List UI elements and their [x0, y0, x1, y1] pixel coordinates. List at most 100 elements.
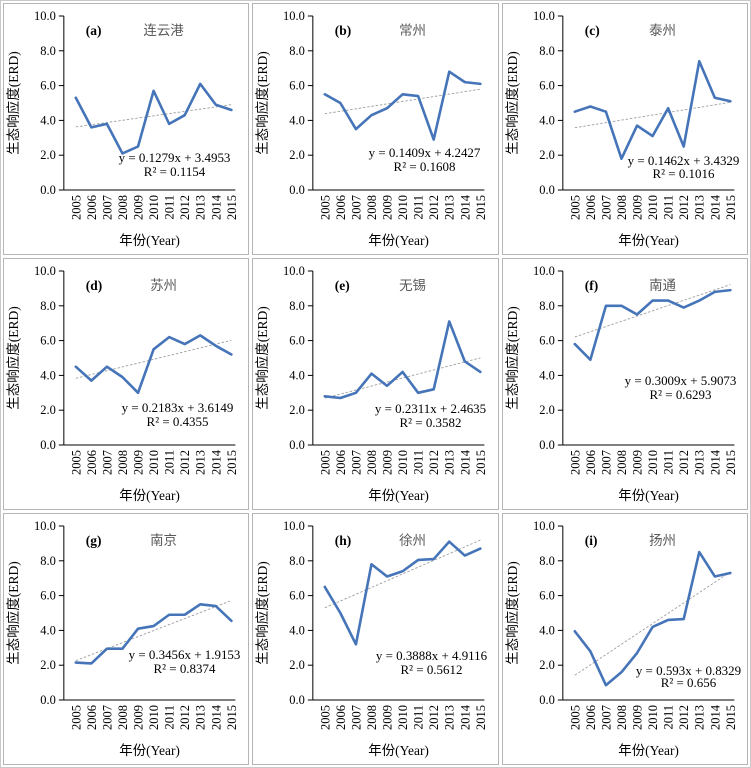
panel-label: (g)	[86, 533, 102, 548]
chart-panel: 0.0 2.0 4.0 6.0 8.0 10.0 2005 2006 2007 2008 2009 2…	[252, 258, 499, 510]
y-axis-title: 生态响应度(ERD)	[504, 306, 520, 409]
trend-line	[574, 571, 731, 676]
series-line	[573, 59, 732, 160]
x-tick-label: 2006	[85, 705, 99, 730]
chart-panel: 0.0 2.0 4.0 6.0 8.0 10.0 2005 2006 2007 2008 2009 2…	[501, 3, 748, 255]
chart-panel: 0.0 2.0 4.0 6.0 8.0 10.0 2005 2006 2007 2008 2009 2…	[252, 3, 499, 255]
x-tick-label: 2011	[661, 195, 675, 220]
y-tick-label: 6.0	[40, 79, 56, 93]
y-tick-label: 8.0	[539, 554, 555, 568]
panel-label: (f)	[584, 278, 597, 293]
x-tick-label: 2008	[365, 195, 379, 220]
y-tick-label: 6.0	[290, 334, 306, 348]
x-tick-label: 2005	[319, 705, 333, 730]
panel-label: (d)	[86, 278, 102, 293]
series-line	[573, 550, 732, 687]
x-tick-label: 2010	[147, 195, 161, 220]
x-tick-label: 2006	[334, 195, 348, 220]
y-tick-label: 0.0	[539, 183, 555, 197]
y-tick-label: 10.0	[34, 264, 56, 278]
x-tick-label: 2013	[194, 450, 208, 475]
city-title: 南京	[150, 533, 177, 548]
x-tick-label: 2014	[708, 704, 722, 730]
equation-label: y = 0.3009x + 5.9073	[624, 373, 736, 388]
x-tick-label: 2014	[209, 449, 223, 475]
y-tick-label: 2.0	[290, 148, 306, 162]
panel-label: (a)	[86, 23, 102, 38]
x-tick-label: 2006	[85, 195, 99, 220]
x-tick-label: 2005	[319, 450, 333, 475]
x-tick-label: 2011	[412, 450, 426, 475]
x-tick-label: 2014	[708, 194, 722, 220]
x-tick-label: 2008	[116, 450, 130, 475]
x-tick-label: 2011	[163, 705, 177, 730]
x-tick-label: 2008	[615, 195, 629, 220]
y-tick-label: 4.0	[290, 368, 306, 382]
y-tick-label: 10.0	[533, 9, 555, 23]
y-tick-label: 0.0	[40, 693, 56, 707]
x-axis-title: 年份(Year)	[618, 743, 679, 758]
y-tick-label: 8.0	[290, 44, 306, 58]
trend-line	[325, 88, 481, 115]
y-axis-title: 生态响应度(ERD)	[5, 561, 21, 664]
y-tick-label: 6.0	[290, 79, 306, 93]
x-tick-label: 2008	[365, 705, 379, 730]
x-tick-label: 2015	[724, 450, 738, 475]
city-title: 常州	[399, 23, 426, 38]
y-tick-label: 10.0	[34, 9, 56, 23]
x-tick-label: 2015	[225, 705, 239, 730]
x-tick-label: 2010	[396, 705, 410, 730]
x-tick-label: 2007	[350, 195, 364, 220]
x-tick-label: 2006	[584, 705, 598, 730]
x-tick-label: 2008	[615, 450, 629, 475]
city-title: 扬州	[649, 533, 676, 548]
x-tick-label: 2009	[630, 450, 644, 475]
x-tick-label: 2009	[381, 450, 395, 475]
y-tick-label: 6.0	[539, 79, 555, 93]
x-tick-label: 2005	[69, 450, 83, 475]
r-squared-label: R² = 0.656	[660, 675, 716, 690]
y-axis-title: 生态响应度(ERD)	[254, 51, 270, 154]
x-tick-label: 2015	[724, 195, 738, 220]
y-tick-label: 0.0	[539, 438, 555, 452]
x-tick-label: 2008	[116, 195, 130, 220]
x-tick-label: 2013	[443, 450, 457, 475]
x-tick-label: 2006	[334, 705, 348, 730]
city-title: 连云港	[143, 23, 184, 38]
x-tick-label: 2011	[661, 705, 675, 730]
x-tick-label: 2010	[396, 195, 410, 220]
chart-panel: 0.0 2.0 4.0 6.0 8.0 10.0 2005 2006 2007 2008 2009 2…	[3, 513, 250, 765]
x-tick-label: 2014	[459, 449, 473, 475]
y-tick-label: 4.0	[40, 623, 56, 637]
equation-label: y = 0.1462x + 3.4329	[627, 153, 739, 168]
y-tick-label: 8.0	[40, 554, 56, 568]
x-tick-label: 2010	[646, 195, 660, 220]
y-tick-label: 0.0	[539, 693, 555, 707]
y-tick-label: 10.0	[533, 264, 555, 278]
x-tick-label: 2013	[692, 195, 706, 220]
r-squared-label: R² = 0.8374	[154, 661, 216, 676]
trend-line	[325, 357, 481, 399]
y-axis-title: 生态响应度(ERD)	[504, 51, 520, 154]
y-tick-label: 6.0	[40, 334, 56, 348]
chart-panel: 0.0 2.0 4.0 6.0 8.0 10.0 2005 2006 2007 2008 2009 2…	[252, 513, 499, 765]
x-tick-label: 2005	[69, 705, 83, 730]
y-tick-label: 0.0	[290, 438, 306, 452]
series-line	[74, 334, 233, 395]
series-line	[323, 70, 482, 141]
x-tick-label: 2015	[474, 195, 488, 220]
x-tick-label: 2012	[178, 450, 192, 475]
x-tick-label: 2011	[163, 450, 177, 475]
x-tick-label: 2009	[132, 450, 146, 475]
y-tick-label: 8.0	[40, 299, 56, 313]
city-title: 无锡	[399, 278, 426, 293]
x-tick-label: 2015	[724, 705, 738, 730]
x-tick-label: 2007	[599, 705, 613, 730]
trend-line	[75, 600, 232, 662]
y-tick-label: 8.0	[290, 299, 306, 313]
y-tick-label: 4.0	[539, 623, 555, 637]
